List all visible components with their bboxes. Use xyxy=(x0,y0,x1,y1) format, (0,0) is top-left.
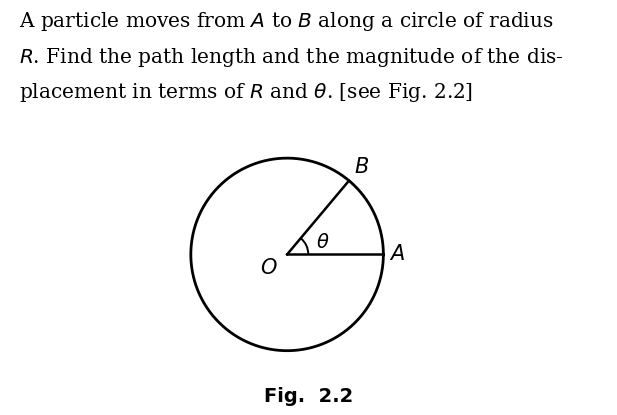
Text: $R$. Find the path length and the magnitude of the dis-: $R$. Find the path length and the magnit… xyxy=(19,46,563,68)
Text: A particle moves from $A$ to $B$ along a circle of radius: A particle moves from $A$ to $B$ along a… xyxy=(19,10,553,33)
Text: $A$: $A$ xyxy=(389,244,405,264)
Text: $\theta$: $\theta$ xyxy=(316,233,329,252)
Text: $B$: $B$ xyxy=(354,157,369,177)
Text: placement in terms of $R$ and $\theta$. [see Fig. 2.2]: placement in terms of $R$ and $\theta$. … xyxy=(19,81,473,104)
Text: Fig.  2.2: Fig. 2.2 xyxy=(264,387,353,406)
Text: $O$: $O$ xyxy=(260,258,278,278)
